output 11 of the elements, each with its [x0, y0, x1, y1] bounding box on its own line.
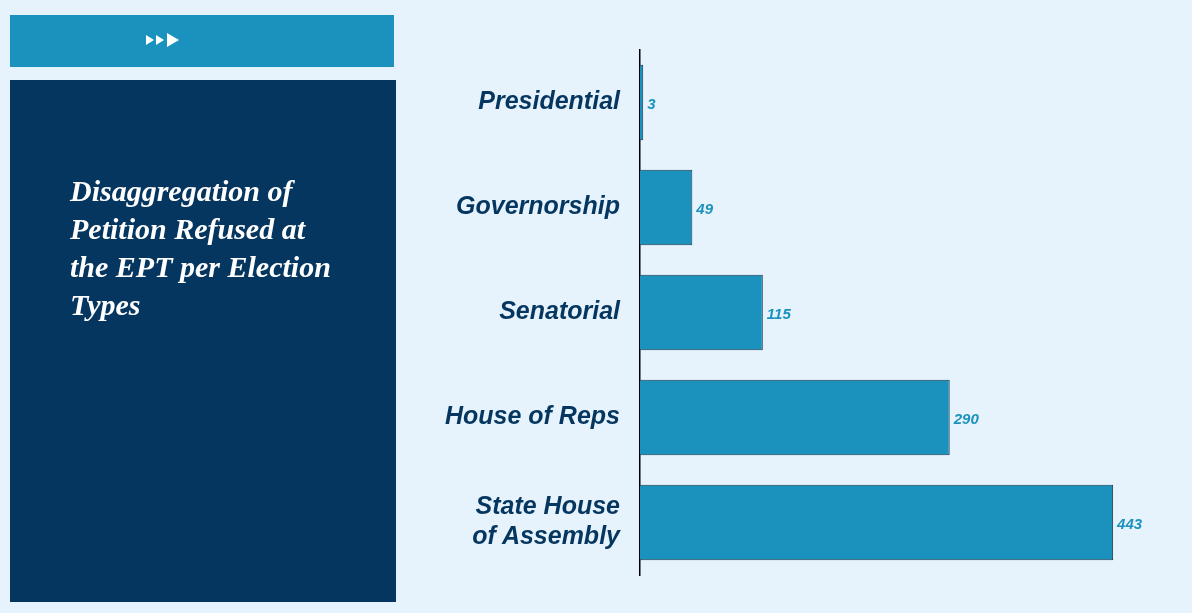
y-tick-label: Presidential	[478, 86, 622, 115]
data-label: 443	[1116, 514, 1143, 532]
data-label: 3	[647, 94, 657, 112]
data-label: 49	[695, 199, 714, 217]
data-label: 115	[766, 304, 792, 322]
y-tick-label: Governorship	[456, 191, 620, 220]
text: Disaggregation of Petition Refused at the EPT per Election Types	[70, 173, 332, 323]
data-label: 290	[952, 409, 980, 427]
y-tick-label: House of Reps	[444, 401, 621, 430]
y-tick-label: State House of Assembly	[472, 491, 622, 550]
y-tick-label: Senatorial	[499, 296, 622, 325]
